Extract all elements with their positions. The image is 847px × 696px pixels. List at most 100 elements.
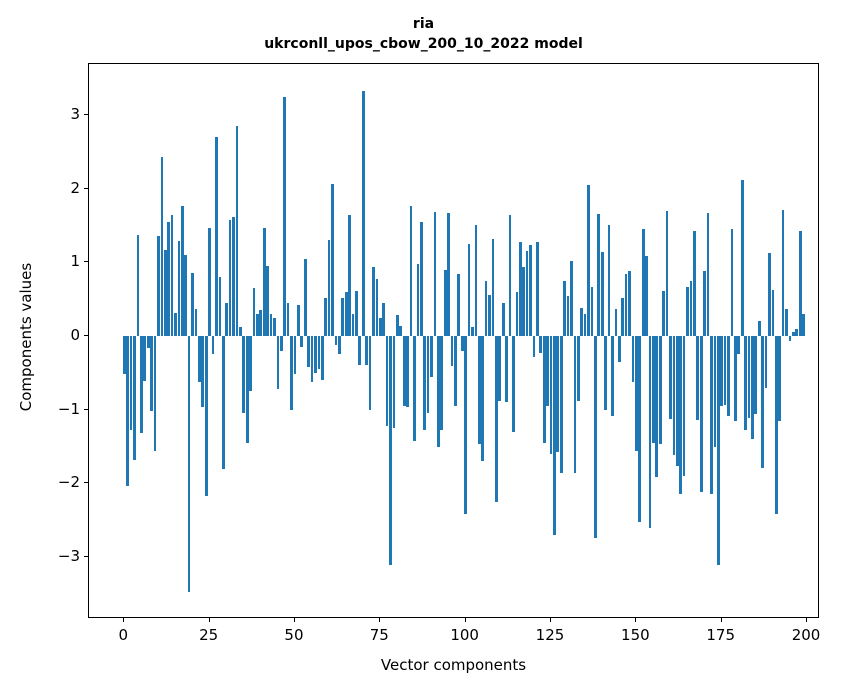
bar-component-104 [477,335,481,445]
bar-component-23 [201,335,205,408]
bar-component-3 [133,335,136,460]
bar-component-196 [792,332,795,336]
bar-component-161 [672,335,676,455]
bar-component-164 [682,335,686,476]
x-tick-mark-125 [550,618,551,622]
bar-component-162 [675,335,679,466]
bar-component-65 [344,291,348,336]
bar-component-158 [662,291,665,336]
y-tick-mark--2 [84,482,88,484]
bar-component-185 [754,335,758,415]
bar-component-191 [774,335,778,515]
bar-component-56 [314,335,317,373]
bar-component-100 [464,335,467,515]
bar-component-142 [607,225,611,336]
bar-component-116 [518,241,522,336]
bar-component-51 [297,305,300,336]
bar-component-152 [641,229,645,336]
y-tick-label-1: 1 [70,252,80,271]
bar-component-93 [440,335,444,430]
bar-component-122 [539,335,543,353]
x-tick-label-100: 100 [450,626,479,644]
bar-component-61 [331,184,334,336]
bar-component-82 [402,335,406,406]
y-tick-mark-0 [84,334,88,336]
bar-component-49 [290,335,293,410]
x-tick-label-175: 175 [706,626,736,644]
x-tick-mark-75 [379,618,381,622]
x-tick-mark-0 [123,618,125,622]
bar-component-63 [338,335,341,355]
y-tick-label--3: −3 [57,547,80,566]
bar-component-136 [587,184,590,336]
x-tick-label-125: 125 [535,626,565,644]
bar-component-109 [495,335,498,502]
bar-component-137 [590,287,594,336]
bar-component-111 [501,302,505,336]
bar-component-145 [617,335,621,363]
bar-component-160 [669,335,672,420]
plot-area [88,63,819,618]
x-tick-mark-150 [635,618,637,622]
x-tick-mark-200 [806,618,808,622]
bar-component-41 [262,227,266,336]
bar-component-2 [129,335,133,430]
bar-component-95 [447,212,450,336]
bar-component-42 [266,265,269,336]
bar-component-26 [211,335,215,355]
bar-component-77 [385,335,389,426]
bar-component-107 [488,295,491,336]
bar-component-112 [505,335,508,403]
bar-component-32 [232,216,235,336]
bar-component-12 [163,249,167,336]
chart-title: ria [412,16,435,32]
bar-component-75 [378,317,382,336]
x-tick-label-25: 25 [199,626,219,644]
y-tick-mark-1 [84,261,88,263]
bar-component-10 [157,235,160,336]
bar-component-167 [693,230,696,336]
bar-component-143 [611,335,614,417]
bar-component-8 [150,335,153,412]
bar-component-71 [365,335,368,366]
bar-component-38 [252,288,256,336]
bar-component-18 [184,254,188,336]
bar-component-20 [191,273,194,336]
bar-component-193 [781,209,785,336]
bar-component-59 [324,297,328,336]
bar-component-84 [409,206,413,336]
bar-component-37 [249,335,252,392]
bar-component-96 [450,335,454,367]
y-tick-label-0: 0 [70,325,80,344]
bar-component-188 [764,335,768,388]
bar-component-31 [228,219,232,336]
bar-component-170 [703,271,706,336]
bar-component-119 [529,245,532,336]
bar-component-138 [594,335,597,538]
bar-component-175 [720,335,724,406]
bar-component-117 [522,267,526,336]
bar-component-0 [122,335,126,374]
bar-component-123 [542,335,546,443]
bar-component-101 [467,243,471,336]
bar-component-11 [160,156,164,336]
y-axis-label-wrap: Components values [14,255,38,425]
bar-component-4 [136,235,140,336]
bar-component-189 [768,252,771,336]
bar-component-124 [546,335,549,406]
bar-component-113 [508,215,512,336]
bar-component-187 [761,335,764,468]
bar-component-146 [621,298,625,336]
bar-component-183 [747,335,751,418]
bar-component-163 [679,335,683,495]
bar-component-156 [655,335,659,478]
bar-component-132 [573,335,577,474]
y-tick-mark-2 [84,187,88,189]
bar-component-159 [665,210,669,336]
bar-component-62 [334,335,338,345]
bar-component-27 [215,136,218,336]
bar-component-57 [317,335,321,370]
x-tick-label-50: 50 [284,626,304,644]
bar-component-177 [727,335,730,417]
